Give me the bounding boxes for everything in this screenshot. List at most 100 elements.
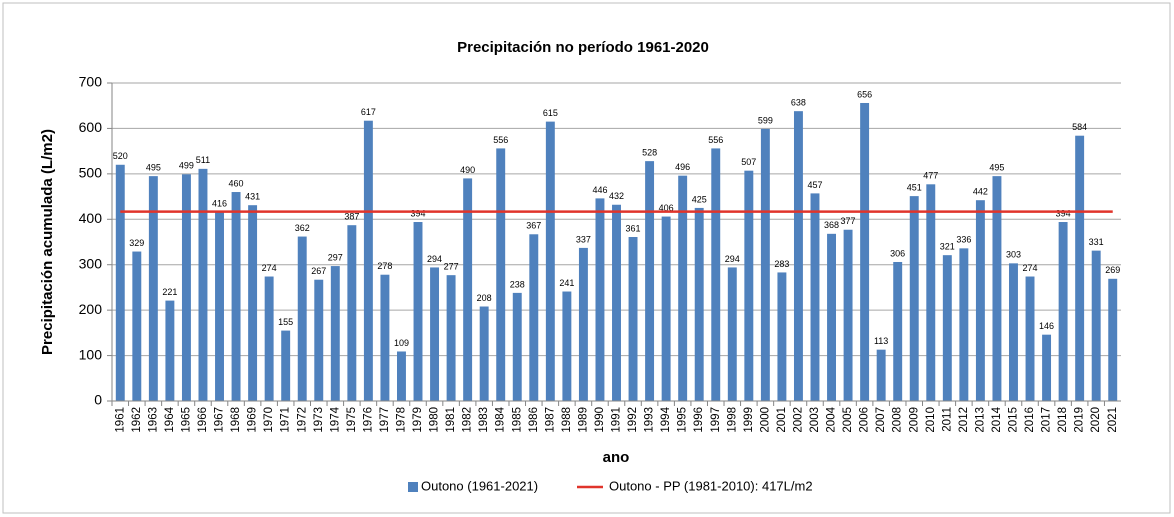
bar (893, 261, 903, 401)
bar (512, 292, 522, 401)
value-label: 361 (626, 223, 641, 233)
bar (347, 225, 357, 401)
bar (132, 251, 142, 401)
value-label: 362 (295, 223, 310, 233)
bar (496, 148, 506, 401)
y-tick-label: 300 (79, 255, 103, 271)
bar (330, 266, 340, 401)
value-label: 394 (1056, 208, 1071, 218)
bar (1108, 278, 1118, 401)
x-tick-label: 1997 (710, 407, 722, 433)
x-tick-label: 1976 (362, 407, 374, 433)
value-label: 109 (394, 338, 409, 348)
value-label: 306 (890, 248, 905, 258)
value-label: 416 (212, 198, 227, 208)
bar (975, 200, 985, 401)
value-label: 432 (609, 191, 624, 201)
value-label: 656 (857, 89, 872, 99)
bar (115, 164, 125, 401)
x-tick-label: 2005 (842, 407, 854, 433)
value-label: 321 (940, 242, 955, 252)
value-label: 146 (1039, 321, 1054, 331)
bar (678, 175, 688, 401)
value-label: 406 (659, 203, 674, 213)
bar (479, 306, 489, 401)
x-tick-label: 1967 (214, 407, 226, 433)
value-label: 528 (642, 148, 657, 158)
value-label: 511 (196, 155, 210, 165)
value-label: 520 (113, 151, 128, 161)
x-tick-label: 1963 (147, 407, 159, 433)
bar (413, 222, 423, 401)
bar (578, 247, 588, 401)
x-tick-label: 1986 (528, 407, 540, 433)
value-label: 331 (1089, 237, 1104, 247)
x-tick-label: 2003 (809, 407, 821, 433)
x-tick-label: 1962 (131, 407, 143, 433)
x-tick-label: 2010 (925, 407, 937, 433)
bar (1042, 334, 1052, 401)
value-label: 387 (344, 212, 359, 222)
value-label: 367 (526, 221, 541, 231)
x-tick-label: 1970 (263, 407, 275, 433)
bar (1091, 250, 1101, 401)
x-tick-label: 1972 (296, 407, 308, 433)
bar (231, 192, 241, 401)
bar (959, 248, 969, 401)
bar (661, 216, 671, 401)
value-label: 556 (493, 135, 508, 145)
x-tick-label: 1998 (726, 407, 738, 433)
value-label: 303 (1006, 250, 1021, 260)
value-label: 278 (377, 261, 392, 271)
value-label: 269 (1105, 265, 1120, 275)
x-tick-label: 2013 (974, 407, 986, 433)
x-tick-label: 1994 (660, 406, 672, 432)
x-tick-label: 2020 (1090, 407, 1102, 433)
x-tick-label: 1983 (478, 407, 490, 433)
x-tick-label: 1980 (429, 407, 441, 433)
x-tick-label: 2014 (991, 406, 1003, 432)
bar (397, 351, 406, 401)
chart-title: Precipitación no período 1961-2020 (457, 39, 709, 56)
x-tick-label: 2019 (1074, 407, 1086, 433)
value-label: 615 (543, 108, 558, 118)
value-label: 377 (841, 216, 856, 226)
y-tick-label: 500 (79, 165, 103, 181)
legend-label: Outono (1961-2021) (421, 478, 538, 493)
x-tick-label: 2009 (908, 407, 920, 433)
y-tick-label: 400 (79, 210, 103, 226)
x-tick-label: 2001 (776, 407, 788, 433)
value-label: 208 (477, 293, 492, 303)
value-label: 294 (427, 254, 442, 264)
x-tick-label: 1989 (577, 407, 589, 433)
x-tick-label: 1969 (247, 407, 259, 433)
bar (545, 121, 555, 401)
bar (1009, 263, 1018, 401)
x-tick-label: 1990 (594, 407, 606, 433)
x-tick-label: 1984 (495, 406, 507, 432)
x-tick-label: 1978 (395, 407, 407, 433)
x-tick-label: 2002 (792, 407, 804, 433)
x-tick-label: 1974 (329, 406, 341, 432)
y-tick-label: 600 (79, 119, 103, 135)
value-label: 495 (989, 163, 1004, 173)
value-label: 477 (923, 171, 938, 181)
value-label: 267 (311, 266, 326, 276)
bar (380, 274, 390, 401)
bar (1075, 135, 1085, 401)
x-tick-label: 2016 (1024, 407, 1036, 433)
value-label: 638 (791, 98, 806, 108)
x-tick-label: 1992 (627, 407, 639, 433)
x-tick-label: 1993 (644, 407, 656, 433)
value-label: 507 (741, 157, 756, 167)
x-tick-label: 1991 (611, 407, 623, 433)
x-tick-label: 2018 (1057, 407, 1069, 433)
bar (760, 128, 770, 401)
x-tick-label: 1964 (164, 406, 176, 432)
bar (446, 275, 456, 401)
value-label: 617 (361, 107, 376, 117)
value-label: 446 (592, 185, 607, 195)
bar (165, 300, 175, 401)
y-axis-label: Precipitación acumulada (L/m2) (39, 129, 56, 355)
bar (628, 237, 638, 401)
